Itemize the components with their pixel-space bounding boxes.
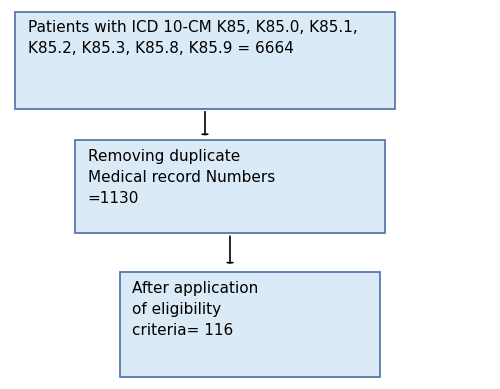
Text: After application
of eligibility
criteria= 116: After application of eligibility criteri… bbox=[132, 281, 259, 338]
FancyBboxPatch shape bbox=[75, 140, 385, 233]
FancyBboxPatch shape bbox=[15, 12, 395, 109]
Text: Patients with ICD 10-CM K85, K85.0, K85.1,
K85.2, K85.3, K85.8, K85.9 = 6664: Patients with ICD 10-CM K85, K85.0, K85.… bbox=[28, 20, 357, 56]
Text: Removing duplicate
Medical record Numbers
=1130: Removing duplicate Medical record Number… bbox=[88, 149, 275, 206]
FancyBboxPatch shape bbox=[120, 272, 380, 377]
